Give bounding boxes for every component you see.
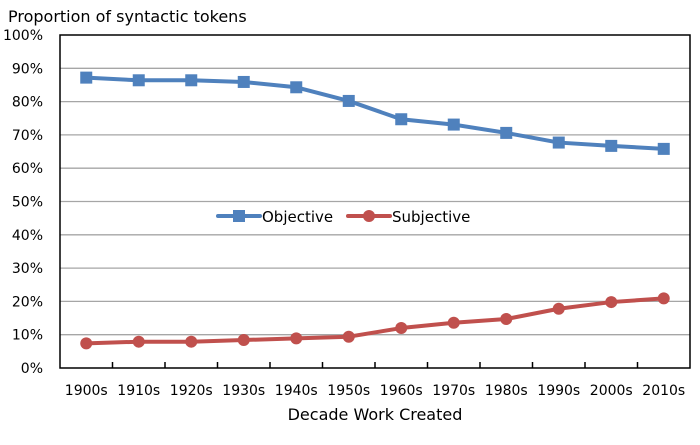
x-tick-label: 1960s bbox=[380, 383, 423, 399]
data-point bbox=[237, 75, 250, 88]
x-axis-label: Decade Work Created bbox=[288, 405, 463, 424]
series-line-subjective bbox=[86, 296, 664, 346]
legend: Objective Subjective bbox=[216, 208, 470, 226]
legend-circle-marker-icon bbox=[363, 210, 375, 222]
y-tick-label: 70% bbox=[12, 128, 43, 144]
y-tick-label: 100% bbox=[3, 28, 43, 44]
data-point bbox=[185, 335, 198, 348]
data-point bbox=[290, 332, 303, 345]
data-point bbox=[342, 94, 355, 107]
x-tick-label: 1950s bbox=[327, 383, 370, 399]
data-point bbox=[500, 313, 513, 326]
x-tick-label: 1970s bbox=[432, 383, 475, 399]
data-point bbox=[395, 113, 408, 126]
data-point bbox=[395, 322, 408, 335]
y-tick-label: 90% bbox=[12, 61, 43, 77]
y-tick-label: 30% bbox=[12, 261, 43, 277]
data-point bbox=[185, 74, 198, 87]
x-tick-label: 1940s bbox=[275, 383, 318, 399]
data-point bbox=[342, 330, 355, 343]
y-tick-label: 10% bbox=[12, 328, 43, 344]
data-point bbox=[552, 302, 565, 315]
y-tick-label: 60% bbox=[12, 161, 43, 177]
legend-label: Objective bbox=[262, 208, 333, 226]
data-point bbox=[132, 335, 145, 348]
data-point bbox=[237, 334, 250, 347]
x-tick-label: 2010s bbox=[642, 383, 685, 399]
data-point bbox=[657, 292, 670, 305]
data-point bbox=[657, 142, 670, 155]
y-axis-label: Proportion of syntactic tokens bbox=[8, 7, 247, 26]
data-point bbox=[80, 71, 93, 84]
legend-label: Subjective bbox=[392, 208, 470, 226]
data-point bbox=[80, 337, 93, 350]
y-tick-label: 50% bbox=[12, 195, 43, 211]
data-point bbox=[552, 136, 565, 149]
data-point bbox=[500, 126, 513, 139]
x-tick-label: 2000s bbox=[590, 383, 633, 399]
x-tick-label: 1930s bbox=[222, 383, 265, 399]
data-point bbox=[447, 118, 460, 131]
data-point bbox=[605, 139, 618, 152]
x-tick-label: 1920s bbox=[170, 383, 213, 399]
y-tick-label: 80% bbox=[12, 95, 43, 111]
x-tick-label: 1910s bbox=[117, 383, 160, 399]
series-line-objective bbox=[86, 75, 664, 151]
y-tick-label: 0% bbox=[21, 361, 43, 377]
data-point bbox=[290, 81, 303, 94]
data-point bbox=[447, 316, 460, 329]
x-tick-label: 1900s bbox=[65, 383, 108, 399]
y-tick-label: 40% bbox=[12, 228, 43, 244]
data-point bbox=[132, 74, 145, 87]
x-tick-label: 1980s bbox=[485, 383, 528, 399]
data-point bbox=[605, 296, 618, 309]
legend-square-marker-icon bbox=[233, 210, 245, 222]
y-tick-label: 20% bbox=[12, 294, 43, 310]
x-tick-label: 1990s bbox=[537, 383, 580, 399]
